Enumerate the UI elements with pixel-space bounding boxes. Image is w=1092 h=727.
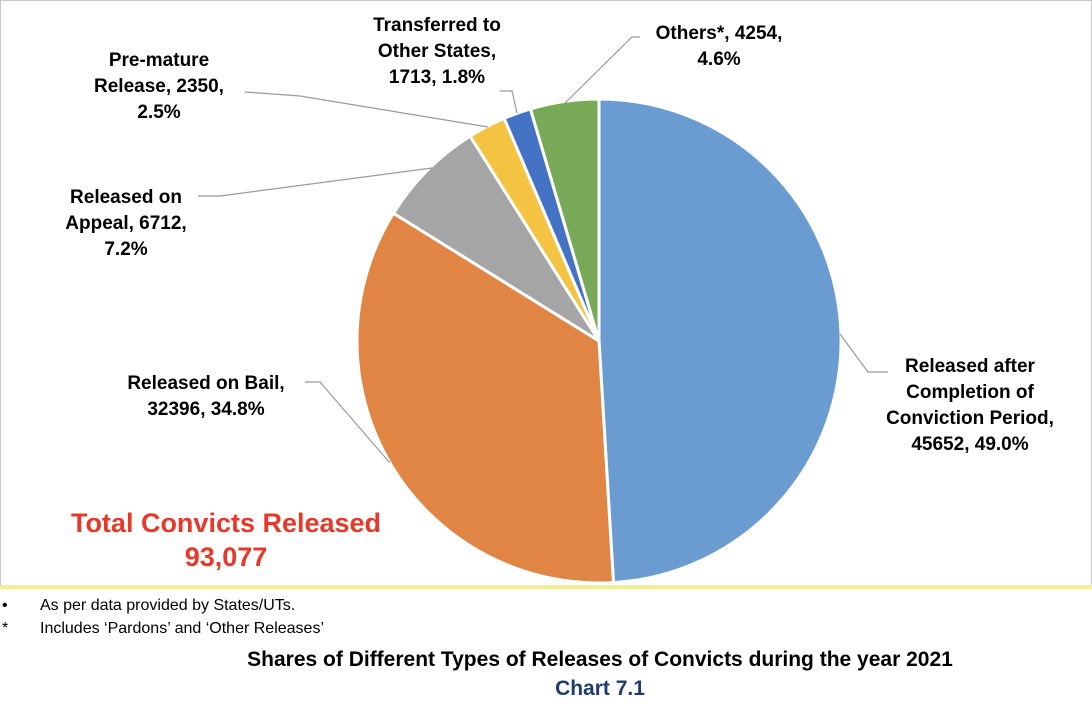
slice-label-line: 1713, 1.8% [389,67,485,88]
slice-label-line: Appeal, 6712, [65,213,186,234]
frame-bottom-rule [0,585,1092,589]
leader-line [564,36,640,104]
slice-label: Pre-mature Release, 2350, 2.5% [94,50,224,123]
slice-label-line: Pre-mature [109,50,209,71]
pie-slice-released-after-completion-of-conviction-period [597,97,843,585]
slice-label-line: Completion of [906,382,1034,403]
leader-line [198,167,433,197]
pie-slice-released-on-bail [355,211,615,585]
slice-label: Released on Bail, 32396, 34.8% [127,373,284,420]
pie-chart: Released after Completion of Conviction Pe… [65,15,1054,585]
slice-label-line: Released on [70,187,182,208]
slice-label-line: Release, 2350, [94,76,224,97]
slice-label: Transferred to Other States, 1713, 1.8% [373,15,501,88]
slice-label-line: Other States, [378,41,496,62]
footnote-data-source: • As per data provided by States/UTs. [0,597,295,615]
footnote-mark: * [2,620,9,637]
leader-line [500,90,518,114]
leader-line [244,91,489,128]
chart-number: Chart 7.1 [555,677,645,700]
total-value: 93,077 [185,542,268,572]
leader-lines [198,36,888,464]
footnote-text: Includes ‘Pardons’ and ‘Other Releases’ [40,620,325,637]
leader-line [839,333,888,373]
slice-label-line: Others*, 4254, [656,23,783,44]
leader-line [305,381,391,464]
footnote-others: * Includes ‘Pardons’ and ‘Other Releases’ [0,620,324,638]
slice-label-line: 2.5% [137,102,180,123]
footnote-text: As per data provided by States/UTs. [40,597,296,614]
chart-title: Shares of Different Types of Releases of… [247,648,953,671]
pie-slice-others [528,97,601,343]
slice-label: Released on Appeal, 6712, 7.2% [65,187,186,260]
pie-slice-released-on-appeal [391,134,601,343]
slice-label-line: Released after [905,356,1036,377]
slice-label-line: 4.6% [697,49,740,70]
slice-label-line: Released on Bail, [127,373,284,394]
footnote-mark: • [2,597,8,614]
slice-label-line: Transferred to [373,15,501,36]
slice-label: Others*, 4254, 4.6% [656,23,783,70]
pie-slices [355,97,843,585]
slice-label-line: Conviction Period, [886,408,1054,429]
slice-label-line: 7.2% [104,239,147,260]
total-label: Total Convicts Released [71,508,381,538]
slice-labels: Released after Completion of Conviction Pe… [65,15,1054,455]
slice-label-line: 32396, 34.8% [147,399,264,420]
slice-label: Released after Completion of Conviction Pe… [886,356,1054,455]
slice-label-line: 45652, 49.0% [911,434,1028,455]
